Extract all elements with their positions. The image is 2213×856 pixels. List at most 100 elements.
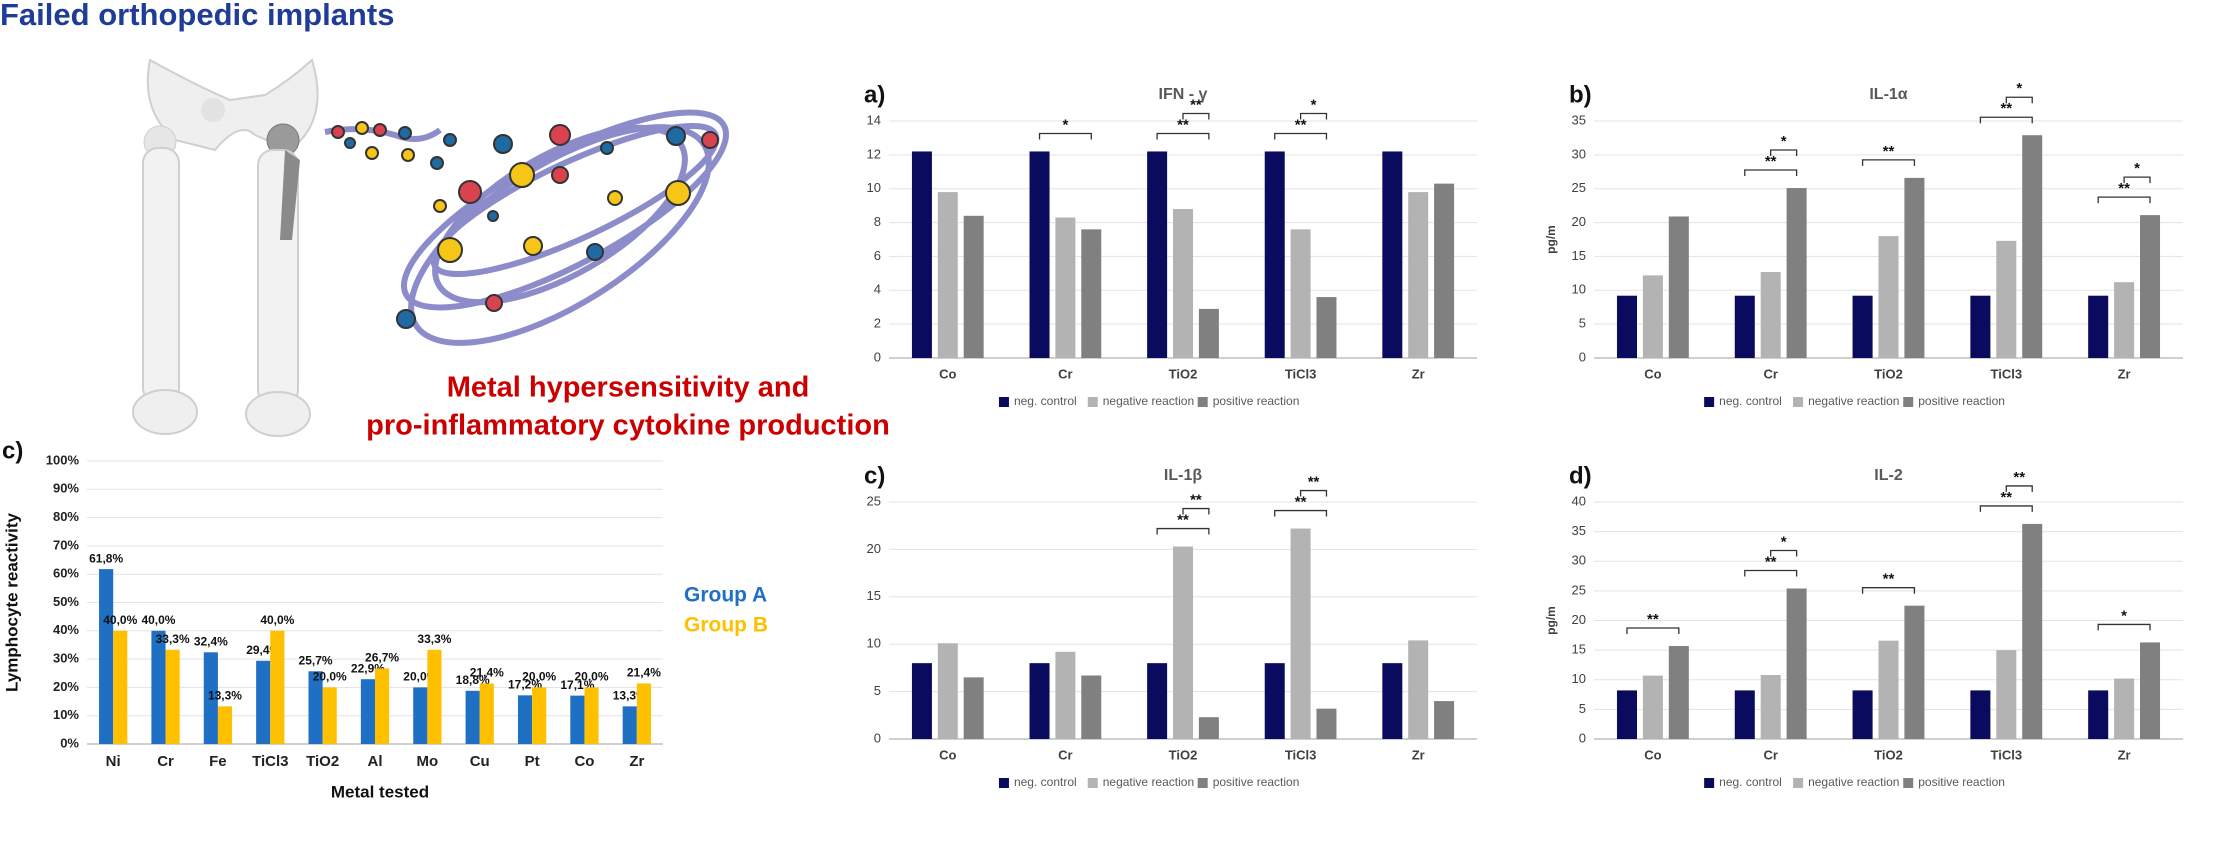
bar xyxy=(1760,272,1781,358)
significance-label: * xyxy=(1781,533,1787,550)
panel-label: c) xyxy=(2,437,23,464)
bar xyxy=(963,677,984,739)
panel-label: b) xyxy=(1569,81,1592,108)
y-tick-label: 10 xyxy=(867,636,881,651)
significance-label: ** xyxy=(2013,469,2025,486)
bar xyxy=(1434,183,1455,358)
bar xyxy=(427,649,442,744)
x-tick-label: Co xyxy=(939,747,956,762)
caption-line: Metal hypersensitivity and xyxy=(447,372,810,404)
value-label: 20,0% xyxy=(575,670,609,684)
legend-label: Group B xyxy=(684,614,768,637)
y-tick-label: 10 xyxy=(1572,282,1586,297)
panel-label: d) xyxy=(1569,462,1592,489)
value-label: 40,0% xyxy=(141,613,175,627)
bar xyxy=(1173,209,1193,358)
value-label: 40,0% xyxy=(103,613,137,627)
implant-stem xyxy=(280,150,300,240)
y-tick-label: 100% xyxy=(46,452,80,467)
significance-bracket xyxy=(2097,196,2151,204)
value-label: 13,3% xyxy=(208,689,242,703)
significance-bracket xyxy=(1299,489,1328,497)
y-tick-label: 20% xyxy=(53,679,79,694)
x-tick-label: Cr xyxy=(1058,747,1072,762)
y-axis-title: pg/m xyxy=(1544,606,1558,635)
y-tick-label: 20 xyxy=(867,541,881,556)
y-tick-label: 15 xyxy=(1572,642,1586,657)
ion xyxy=(665,180,691,206)
bar xyxy=(1382,151,1403,358)
sacrum xyxy=(201,98,225,122)
y-tick-label: 80% xyxy=(53,509,79,524)
legend-label: negative reaction xyxy=(1808,775,1899,789)
bar xyxy=(1668,645,1689,739)
significance-label: * xyxy=(2016,80,2022,97)
y-tick-label: 2 xyxy=(874,316,881,331)
bar xyxy=(1290,528,1311,739)
significance-bracket xyxy=(1744,169,1798,177)
bar xyxy=(113,630,128,744)
bar xyxy=(1055,651,1076,739)
ion xyxy=(666,126,686,146)
legend-label: negative reaction xyxy=(1808,394,1899,408)
significance-bracket xyxy=(1861,587,1916,594)
legend-label: negative reaction xyxy=(1103,394,1194,408)
significance-bracket xyxy=(2097,623,2151,631)
bar xyxy=(203,652,218,744)
bar xyxy=(1316,708,1337,739)
x-tick-label: Co xyxy=(1644,747,1661,762)
bar xyxy=(1786,588,1807,739)
bar xyxy=(584,687,599,744)
x-tick-label: Zr xyxy=(1412,747,1425,762)
significance-bracket xyxy=(1038,132,1092,140)
x-tick-label: TiO2 xyxy=(306,753,339,770)
legend-swatch xyxy=(1704,397,1715,407)
bar xyxy=(1970,690,1991,739)
y-tick-label: 8 xyxy=(874,214,881,229)
bar xyxy=(1786,188,1807,358)
y-tick-label: 35 xyxy=(1572,523,1586,538)
x-tick-label: Co xyxy=(1644,366,1661,381)
bar xyxy=(1408,640,1429,739)
y-axis-title: pg/m xyxy=(1544,225,1558,254)
value-label: 20,0% xyxy=(313,670,347,684)
bar xyxy=(1029,151,1050,358)
x-tick-label: Cr xyxy=(1058,366,1072,381)
y-tick-label: 10 xyxy=(867,180,881,195)
significance-label: ** xyxy=(1295,494,1307,511)
bar xyxy=(270,630,285,744)
bar xyxy=(465,690,480,744)
ion xyxy=(430,156,444,170)
bar xyxy=(1198,717,1219,739)
y-tick-label: 25 xyxy=(1572,582,1586,597)
ion xyxy=(355,121,369,135)
x-tick-label: Cu xyxy=(470,753,490,770)
ion xyxy=(600,141,614,155)
legend-label: positive reaction xyxy=(1213,394,1300,408)
x-tick-label: Zr xyxy=(2118,366,2131,381)
value-label: 33,3% xyxy=(156,632,190,646)
significance-bracket xyxy=(1770,549,1798,557)
x-tick-label: TiO2 xyxy=(1169,366,1198,381)
ion xyxy=(458,180,482,204)
significance-label: * xyxy=(2121,607,2127,624)
significance-label: ** xyxy=(1883,571,1895,588)
significance-bracket xyxy=(2005,96,2033,104)
bar xyxy=(1290,229,1311,358)
significance-bracket xyxy=(1979,505,2033,512)
y-tick-label: 4 xyxy=(874,282,881,297)
page-title: Failed orthopedic implants xyxy=(0,0,394,32)
x-tick-label: Co xyxy=(939,366,956,381)
bar xyxy=(360,679,375,744)
y-tick-label: 25 xyxy=(1572,180,1586,195)
y-tick-label: 14 xyxy=(867,112,881,127)
bar xyxy=(256,660,271,744)
bar xyxy=(1147,663,1168,739)
x-tick-label: Mo xyxy=(417,753,439,770)
significance-label: ** xyxy=(2000,100,2012,117)
significance-label: ** xyxy=(1177,116,1189,133)
ion xyxy=(551,166,569,184)
x-axis-title: Metal tested xyxy=(331,782,429,801)
bar xyxy=(1081,675,1102,739)
